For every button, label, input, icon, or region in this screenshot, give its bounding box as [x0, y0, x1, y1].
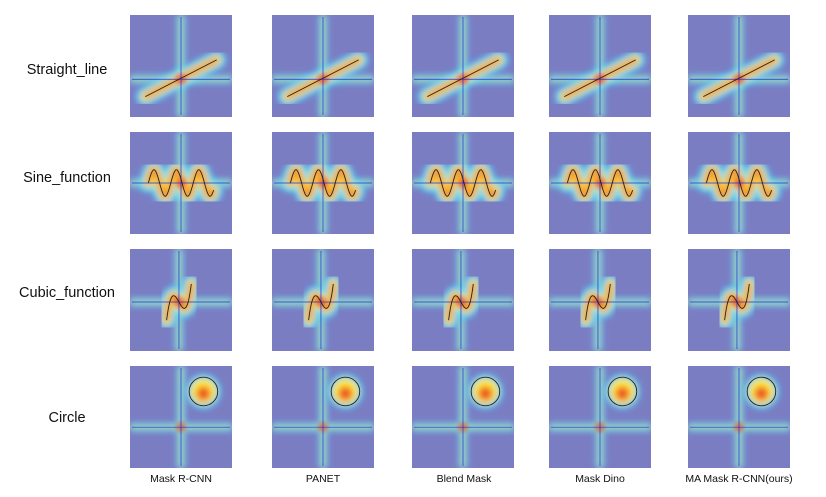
- col-label-mask-dino: Mask Dino: [575, 473, 625, 485]
- heatmap-panel-cubic-mamaskrcnn: [688, 249, 790, 351]
- coordinate-axes: [274, 251, 372, 349]
- heatmap-panel-sine-mamaskrcnn: [688, 132, 790, 234]
- heatmap-panel-circle-panet: [272, 366, 374, 468]
- heatmap-panel-line-blendmask: [412, 15, 514, 117]
- circle-curve: [470, 376, 501, 407]
- curve-activation: [328, 374, 363, 409]
- coordinate-axes: [132, 17, 230, 115]
- coordinate-axes: [551, 368, 649, 466]
- coordinate-axes: [690, 17, 788, 115]
- heatmap-panel-sine-panet: [272, 132, 374, 234]
- circle-curve: [188, 376, 219, 407]
- row-label-sine-function: Sine_function: [23, 170, 111, 186]
- heatmap-panel-circle-blendmask: [412, 366, 514, 468]
- circle-curve: [330, 376, 361, 407]
- col-label-panet: PANET: [305, 473, 341, 485]
- row-label-cubic-function: Cubic_function: [19, 285, 115, 301]
- heatmap-panel-sine-blendmask: [412, 132, 514, 234]
- curve-activation: [744, 374, 779, 409]
- coordinate-axes: [690, 251, 788, 349]
- sine-curve: [147, 169, 215, 197]
- cubic-curve: [724, 283, 750, 321]
- coordinate-axes: [690, 134, 788, 232]
- heatmap-panel-sine-maskrcnn: [130, 132, 232, 234]
- heatmap-panel-line-mamaskrcnn: [688, 15, 790, 117]
- heatmap-panel-line-panet: [272, 15, 374, 117]
- sine-curve: [289, 169, 357, 197]
- coordinate-axes: [132, 368, 230, 466]
- heatmap-panel-circle-maskrcnn: [130, 366, 232, 468]
- coordinate-axes: [551, 17, 649, 115]
- line-curve: [145, 59, 217, 98]
- heatmap-panel-line-maskrcnn: [130, 15, 232, 117]
- coordinate-axes: [274, 134, 372, 232]
- coordinate-axes: [551, 251, 649, 349]
- heatmap-panel-circle-maskdino: [549, 366, 651, 468]
- circle-curve: [607, 376, 638, 407]
- curve-activation: [468, 374, 503, 409]
- heatmap-panel-sine-maskdino: [549, 132, 651, 234]
- curve-activation: [605, 374, 640, 409]
- cubic-curve: [308, 283, 334, 321]
- coordinate-axes: [690, 368, 788, 466]
- line-curve: [703, 59, 775, 98]
- coordinate-axes: [414, 251, 512, 349]
- sine-curve: [705, 169, 773, 197]
- coordinate-axes: [414, 368, 512, 466]
- heatmap-panel-cubic-maskrcnn: [130, 249, 232, 351]
- sine-curve: [566, 169, 634, 197]
- coordinate-axes: [274, 17, 372, 115]
- sine-curve: [429, 169, 497, 197]
- col-label-blend-mask: Blend Mask: [436, 473, 492, 485]
- cubic-curve: [166, 283, 192, 321]
- col-label-mask-rcnn: Mask R-CNN: [150, 473, 212, 485]
- coordinate-axes: [414, 134, 512, 232]
- line-curve: [427, 59, 499, 98]
- coordinate-axes: [551, 134, 649, 232]
- row-label-circle: Circle: [48, 410, 86, 426]
- coordinate-axes: [274, 368, 372, 466]
- circle-curve: [746, 376, 777, 407]
- cubic-curve: [585, 283, 611, 321]
- heatmap-panel-cubic-maskdino: [549, 249, 651, 351]
- heatmap-panel-line-maskdino: [549, 15, 651, 117]
- line-curve: [287, 59, 359, 98]
- heatmap-panel-cubic-panet: [272, 249, 374, 351]
- cubic-curve: [448, 283, 474, 321]
- heatmap-panel-circle-mamaskrcnn: [688, 366, 790, 468]
- coordinate-axes: [132, 251, 230, 349]
- curve-activation: [186, 374, 221, 409]
- coordinate-axes: [414, 17, 512, 115]
- heatmap-panel-cubic-blendmask: [412, 249, 514, 351]
- col-label-ma-mask-rcnn: MA Mask R-CNN(ours): [685, 473, 793, 485]
- line-curve: [564, 59, 636, 98]
- row-label-straight-line: Straight_line: [26, 62, 108, 78]
